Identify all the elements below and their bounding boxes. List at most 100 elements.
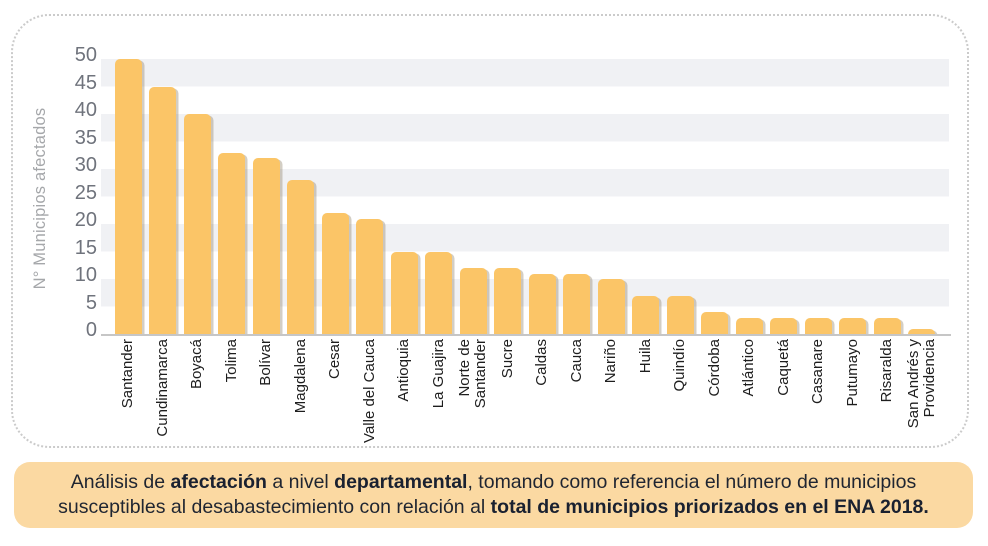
bar-boyaca [183, 114, 211, 334]
x-label-la-guajira: La Guajira [429, 339, 447, 409]
bar-putumayo [839, 317, 867, 334]
x-label-quindi-o: Quindío [671, 339, 689, 392]
bar-cundinamarca [149, 86, 177, 334]
x-label-cell: Risaralda [870, 339, 905, 473]
x-label-valle-del-cauca: Valle del Cauca [360, 339, 378, 443]
caption-part-bold: afectación [170, 471, 267, 493]
bar-column [318, 59, 353, 334]
x-label-caldas: Caldas [533, 339, 551, 386]
bar-risaralda [873, 317, 901, 334]
bar-column [698, 59, 733, 334]
bar-column [353, 59, 388, 334]
caption-part-bold: total de municipios priorizados en el EN… [490, 496, 929, 518]
x-label-cell: Tolima [215, 339, 250, 473]
bar-la-guajira [425, 251, 453, 334]
bar-column [732, 59, 767, 334]
x-label-boyaca: Boyacá [188, 339, 206, 390]
caption-part: a nivel [266, 471, 335, 493]
bar-narin-o [597, 279, 625, 334]
x-label-cell: Valle del Cauca [353, 339, 388, 473]
x-label-cell: Sucre [491, 339, 526, 473]
y-tick-label-50: 50 [74, 44, 97, 66]
x-label-cell: Magdalena [284, 339, 319, 473]
x-label-cell: Boyacá [180, 339, 215, 473]
x-label-antioquia: Antioquia [395, 339, 413, 402]
y-tick-label-25: 25 [74, 181, 97, 204]
x-label-caqueta: Caquetá [774, 339, 792, 396]
bar-boli-var [252, 158, 280, 334]
y-tick-label-35: 35 [74, 126, 97, 149]
x-label-sucre: Sucre [498, 339, 516, 379]
x-label-huila: Huila [636, 339, 654, 374]
x-label-casanare: Casanare [809, 339, 827, 405]
caption-part: , tomando como referencia el número de m… [58, 471, 917, 518]
x-label-cell: Quindío [663, 339, 698, 473]
y-tick-label-30: 30 [74, 154, 97, 176]
bar-column [870, 59, 905, 334]
x-label-narin-o: Nariño [602, 339, 620, 384]
x-label-cell: Huila [629, 339, 664, 473]
bar-valle-del-cauca [356, 218, 384, 334]
x-label-cell: Norte de Santander [456, 339, 491, 473]
bar-column [249, 59, 284, 334]
caption-text: Análisis de afectación a nivel departame… [38, 470, 950, 520]
y-tick-label-10: 10 [74, 264, 97, 286]
bar-tolima [218, 152, 246, 334]
x-label-cell: Caquetá [767, 339, 802, 473]
bar-column [215, 59, 250, 334]
x-axis-labels: Santander Cundinamarca Boyacá Tolima Bolívar… [101, 339, 949, 473]
x-label-cell: Cauca [560, 339, 595, 473]
x-label-cesar: Cesar [326, 339, 344, 380]
bar-santander [114, 59, 142, 334]
x-label-risaralda: Risaralda [878, 339, 896, 403]
y-tick-label-45: 45 [74, 71, 97, 94]
x-label-san-andre-s-y-providencia: San Andrés y Providencia [904, 339, 938, 429]
x-label-cell: Nariño [594, 339, 629, 473]
chart-card: N° Municipios afectados 0 5 10 15 20 25 30 35 40… [11, 14, 969, 448]
bar-san-andre-s-y-providencia [908, 328, 936, 334]
x-label-cauca: Cauca [567, 339, 585, 383]
bar-column [560, 59, 595, 334]
x-label-cell: Bolívar [249, 339, 284, 473]
caption-part-bold: departamental [334, 471, 468, 493]
y-tick-label-5: 5 [85, 291, 97, 314]
bar-column [456, 59, 491, 334]
x-label-cell: Cesar [318, 339, 353, 473]
x-label-boli-var: Bolívar [257, 339, 275, 386]
bar-column [180, 59, 215, 334]
x-label-cell: Cundinamarca [146, 339, 181, 473]
bar-column [663, 59, 698, 334]
bar-column [387, 59, 422, 334]
bar-caqueta [770, 317, 798, 334]
bar-magdalena [287, 180, 315, 334]
bar-column [629, 59, 664, 334]
x-label-cell: Córdoba [698, 339, 733, 473]
x-label-cell: Casanare [801, 339, 836, 473]
x-label-cell: Caldas [525, 339, 560, 473]
x-label-tolima: Tolima [222, 339, 240, 383]
x-label-co-rdoba: Córdoba [705, 339, 723, 397]
bar-column [491, 59, 526, 334]
y-tick-label-40: 40 [74, 99, 97, 121]
bar-norte-de-santander [459, 268, 487, 334]
y-tick-label-0: 0 [85, 319, 97, 341]
bar-column [905, 59, 940, 334]
x-label-cell: Santander [111, 339, 146, 473]
x-label-santander: Santander [119, 339, 137, 409]
bar-caldas [528, 273, 556, 334]
bar-column [836, 59, 871, 334]
x-label-putumayo: Putumayo [843, 339, 861, 407]
x-label-cell: La Guajira [422, 339, 457, 473]
bar-column [767, 59, 802, 334]
bar-column [801, 59, 836, 334]
bar-antioquia [390, 251, 418, 334]
y-tick-label-15: 15 [74, 236, 97, 259]
caption-box: Análisis de afectación a nivel departame… [14, 462, 973, 528]
x-axis-line [101, 334, 951, 336]
bar-column [146, 59, 181, 334]
x-label-atla-ntico: Atlántico [740, 339, 758, 397]
bar-sucre [494, 268, 522, 334]
bar-atla-ntico [735, 317, 763, 334]
x-label-magdalena: Magdalena [291, 339, 309, 414]
